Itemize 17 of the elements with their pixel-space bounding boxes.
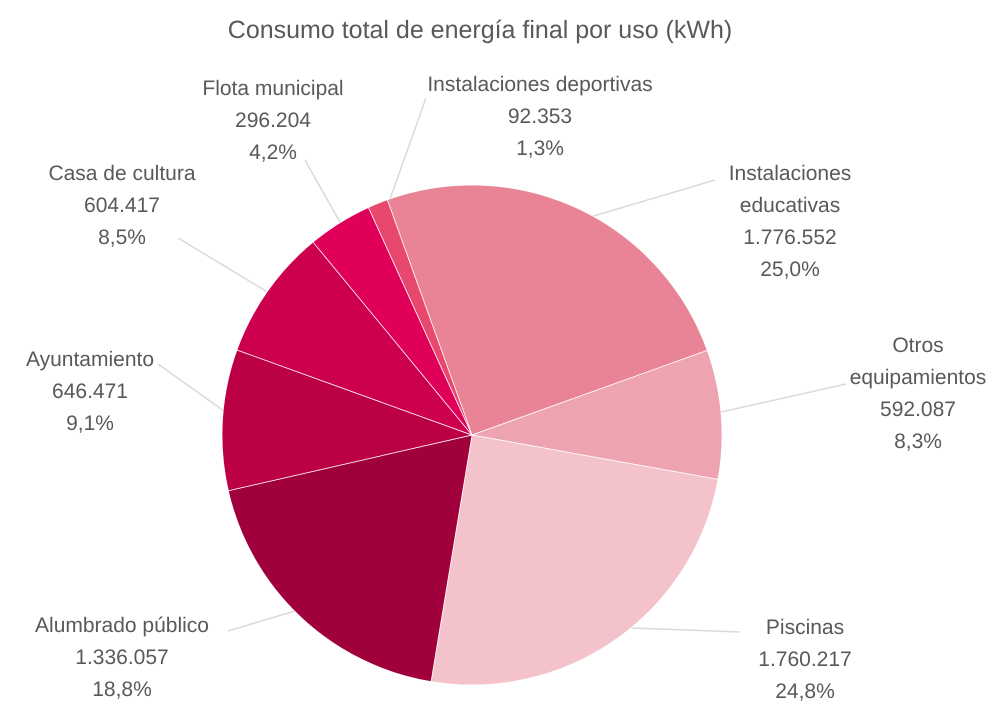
slice-label: Casa de cultura <box>48 162 196 185</box>
data-label: 1.776.552 25,0% <box>743 226 837 281</box>
data-label: 1.336.057 18,8% <box>75 646 169 701</box>
chart-title: Consumo total de energía final por uso (kWh) <box>228 16 732 44</box>
slice-label: Alumbrado público <box>35 614 209 637</box>
slice-label: Instalaciones deportivas <box>427 73 653 96</box>
data-label: 646.471 9,1% <box>52 380 128 435</box>
slice-label: Instalaciones educativas <box>728 162 852 217</box>
data-label: 92.353 1,3% <box>508 105 572 160</box>
slice-label: Flota municipal <box>202 77 344 100</box>
data-label: 296.204 4,2% <box>235 109 312 164</box>
slice-label: Ayuntamiento <box>26 348 154 371</box>
data-label: 1.760.217 24,8% <box>758 648 852 703</box>
data-label: 604.417 8,5% <box>84 194 160 249</box>
slice-label: Otros equipamientos <box>850 334 986 389</box>
data-label: 592.087 8,3% <box>880 398 956 453</box>
slice-label: Piscinas <box>766 616 844 639</box>
